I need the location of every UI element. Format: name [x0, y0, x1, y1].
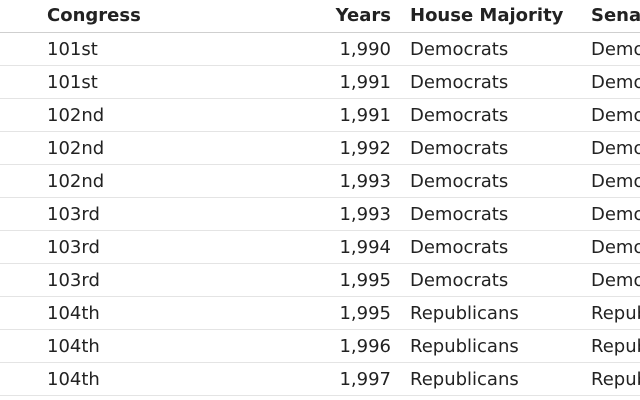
house-majority-cell: Democrats [410, 138, 509, 159]
house-majority-cell: Democrats [410, 39, 509, 60]
senate-majority-cell: Democrats [591, 270, 640, 291]
house-majority-cell: Democrats [410, 105, 509, 126]
table-row: 103rd 1,994 Democrats Democrats [0, 231, 640, 264]
years-cell: 1,995 [339, 270, 391, 291]
table-row: 102nd 1,993 Democrats Democrats [0, 165, 640, 198]
senate-majority-cell: Democrats [591, 204, 640, 225]
table-row: 101st 1,991 Democrats Democrats [0, 66, 640, 99]
column-header: Years [335, 5, 391, 26]
house-majority-cell: Democrats [410, 237, 509, 258]
senate-majority-cell: Democrats [591, 237, 640, 258]
years-cell: 1,994 [339, 237, 391, 258]
senate-majority-cell: Democrats [591, 138, 640, 159]
table-row: 103rd 1,995 Democrats Democrats [0, 264, 640, 297]
congress-cell: 102nd [47, 171, 105, 192]
house-majority-cell: Democrats [410, 204, 509, 225]
house-majority-cell: Democrats [410, 270, 509, 291]
congress-cell: 104th [47, 369, 100, 390]
table-row: 104th 1,995 Republicans Republicans [0, 297, 640, 330]
table-row: 102nd 1,991 Democrats Democrats [0, 99, 640, 132]
years-cell: 1,997 [339, 369, 391, 390]
years-cell: 1,993 [339, 171, 391, 192]
congress-cell: 104th [47, 336, 100, 357]
table-row: 101st 1,990 Democrats Democrats [0, 33, 640, 66]
congress-cell: 101st [47, 39, 98, 60]
senate-majority-cell: Republicans [591, 369, 640, 390]
senate-majority-cell: Democrats [591, 171, 640, 192]
table-row: 103rd 1,993 Democrats Democrats [0, 198, 640, 231]
years-cell: 1,995 [339, 303, 391, 324]
column-header: House Majority [410, 5, 564, 26]
header-row: Congress Years House Majority Senate Majori… [0, 0, 640, 33]
years-cell: 1,991 [339, 105, 391, 126]
senate-majority-cell: Republicans [591, 303, 640, 324]
table-row: 104th 1,997 Republicans Republicans [0, 363, 640, 396]
congress-cell: 103rd [47, 204, 100, 225]
senate-majority-cell: Democrats [591, 39, 640, 60]
senate-majority-cell: Republicans [591, 336, 640, 357]
years-cell: 1,991 [339, 72, 391, 93]
house-majority-cell: Republicans [410, 336, 519, 357]
congress-cell: 102nd [47, 138, 105, 159]
column-header: Senate Majority [591, 5, 640, 26]
years-cell: 1,990 [339, 39, 391, 60]
house-majority-cell: Democrats [410, 171, 509, 192]
congress-cell: 102nd [47, 105, 105, 126]
table-row: 104th 1,996 Republicans Republicans [0, 330, 640, 363]
congress-cell: 104th [47, 303, 100, 324]
congress-cell: 103rd [47, 237, 100, 258]
years-cell: 1,993 [339, 204, 391, 225]
table-row: 102nd 1,992 Democrats Democrats [0, 132, 640, 165]
years-cell: 1,992 [339, 138, 391, 159]
senate-majority-cell: Democrats [591, 72, 640, 93]
congress-cell: 101st [47, 72, 98, 93]
column-header: Congress [47, 5, 141, 26]
house-majority-cell: Republicans [410, 369, 519, 390]
house-majority-cell: Democrats [410, 72, 509, 93]
senate-majority-cell: Democrats [591, 105, 640, 126]
house-majority-cell: Republicans [410, 303, 519, 324]
congress-cell: 103rd [47, 270, 100, 291]
years-cell: 1,996 [339, 336, 391, 357]
